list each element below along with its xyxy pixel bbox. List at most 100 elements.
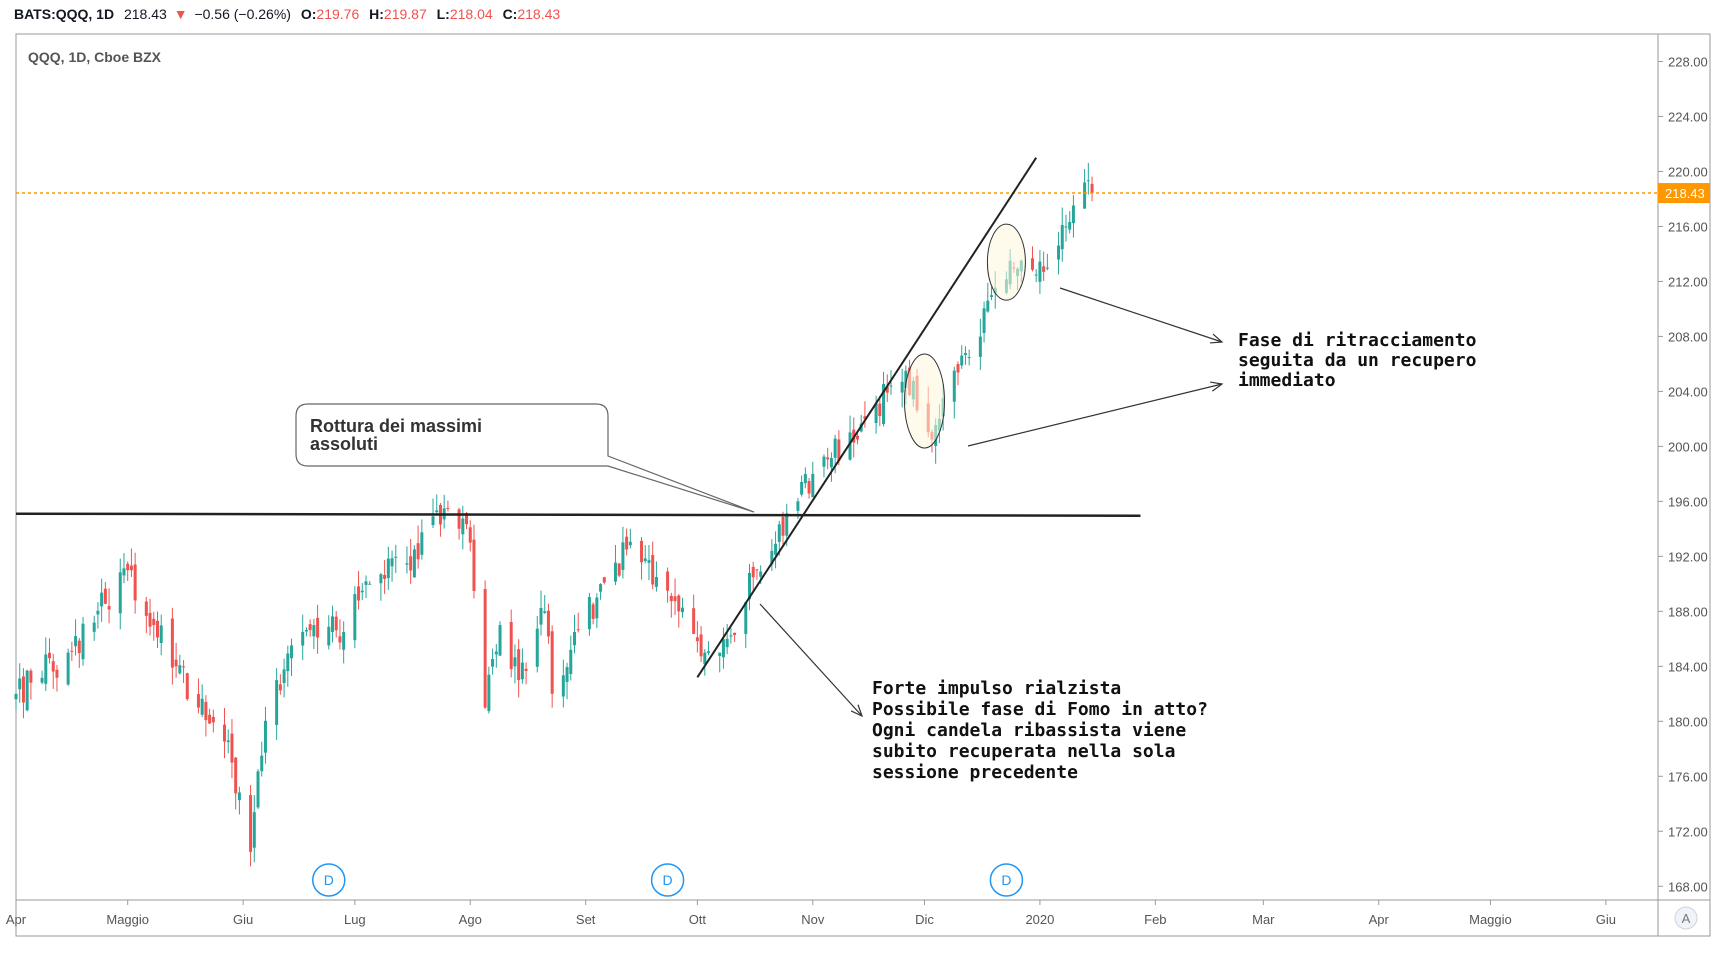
candle-body [48,652,52,659]
close-label: C: [502,6,518,22]
candle [196,678,200,714]
candle [416,525,420,569]
candle-body [144,601,148,616]
candle [1071,195,1075,238]
candle-body [573,631,577,646]
time-tick-label: Lug [344,912,366,927]
candle-body [457,509,461,529]
price-axis[interactable]: 168.00 172.00 176.00 180.00 184.00 188.00 192.… [1658,54,1708,894]
candle-body [800,482,804,495]
candle-body [692,608,696,634]
candle-body [308,624,312,631]
candle-body [986,300,990,312]
candle-body [491,659,495,667]
candle [353,586,357,649]
candle [744,601,748,649]
candle [621,526,625,579]
candle [498,621,502,657]
candle [103,582,107,605]
candle [278,674,282,695]
time-tick-label: Set [576,912,596,927]
candle [628,528,632,549]
candle-body [524,668,528,672]
retracement-note-text: Fase di ritracciamento [1238,330,1476,351]
candle [170,607,174,685]
candle-body [70,650,74,652]
candle [1068,211,1072,234]
candle [509,609,513,678]
price-tick-label: 192.00 [1668,549,1708,564]
candle [379,572,383,601]
candle [118,558,122,630]
auto-scale-button[interactable]: A [1674,906,1698,930]
candle-body [625,536,629,550]
candle-body [483,589,487,708]
candle-body [721,639,725,658]
price-tick-label: 168.00 [1668,879,1708,894]
candle-body [595,597,599,619]
candle-body [1086,180,1090,182]
candle-body [159,625,163,644]
candle-body [695,637,699,642]
candle-body [278,684,282,691]
candle [725,623,729,655]
candle-body [353,594,357,641]
price-tick-label: 188.00 [1668,604,1708,619]
candle-body [390,558,394,567]
candle [692,594,696,635]
candle [513,644,517,684]
candle [751,561,755,593]
candle-body [338,636,342,643]
down-arrow-icon: ▼ [173,6,188,22]
candle [848,415,852,461]
candle [442,494,446,529]
candle [159,614,163,656]
candle-body [807,480,811,494]
candle-body [733,632,737,636]
candle [66,648,70,686]
candle [1042,251,1046,281]
candle [275,668,279,740]
symbol-label[interactable]: BATS:QQQ, 1D [14,6,115,22]
pullback-ellipse [986,223,1026,301]
candle [956,361,960,386]
candle [643,545,647,564]
candle-body [1038,261,1042,282]
arrow-head [850,704,864,718]
symbol-header: BATS:QQQ, 1D 218.43 ▼ −0.56 (−0.26%) O:2… [14,6,560,28]
retracement-note-text: immediato [1238,370,1336,391]
candle-body [29,670,33,683]
candle [800,475,804,497]
candle-body [237,792,241,801]
candle-body [621,542,625,570]
candle [524,662,528,685]
candle [647,544,651,581]
candle [1090,176,1094,202]
candle [308,619,312,637]
candle-body [539,607,543,625]
breakout-callout-text: assoluti [310,434,378,454]
time-tick-label: Maggio [106,912,149,927]
candle [695,621,699,653]
candle [420,519,424,560]
candle [312,618,316,650]
candle [100,578,104,622]
candle-body [152,618,156,626]
candle [963,346,967,365]
last-price-badge-label: 218.43 [1665,186,1705,201]
candle [677,594,681,628]
price-tick-label: 196.00 [1668,494,1708,509]
candle [390,550,394,582]
candle-body [1030,258,1034,270]
candle [487,666,491,714]
candle-body [517,649,521,681]
candle [651,541,655,590]
candle-body [275,680,279,725]
candle-body [263,720,267,753]
time-axis[interactable]: Apr Maggio Giu Lug Ago Set Ott Nov Dic 2020 Feb Mar… [6,900,1616,927]
dividend-marker-label: D [1001,872,1011,888]
price-tick-label: 200.00 [1668,439,1708,454]
candle-body [874,403,878,424]
candle [409,539,413,584]
